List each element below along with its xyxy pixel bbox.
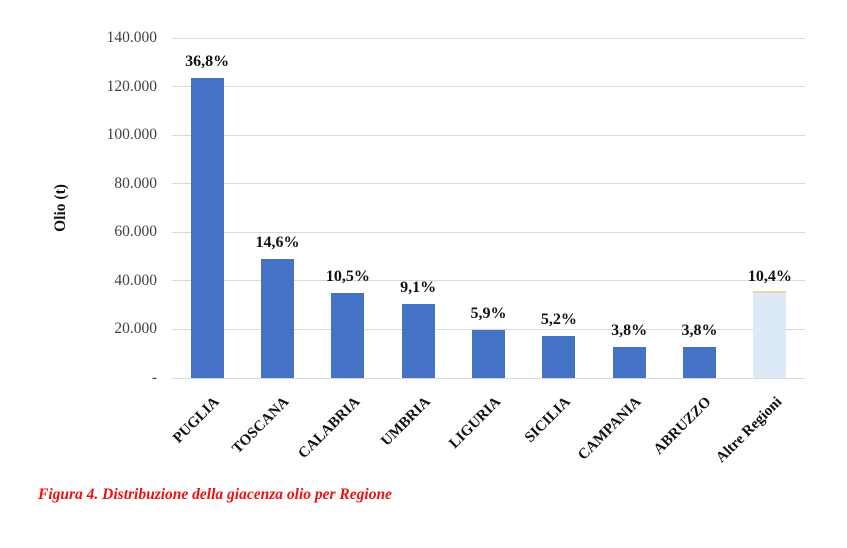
bar-calabria xyxy=(331,292,365,378)
gridline xyxy=(172,280,805,282)
plot-area: 36,8% 14,6% 10,5% 9,1% 5,9% 5,2% 3,8% 3,8% 10,4% xyxy=(172,37,805,379)
y-tick-label: 100.000 xyxy=(106,126,157,144)
y-tick-label: 40.000 xyxy=(114,271,157,289)
y-tick-label: 20.000 xyxy=(114,320,157,338)
x-axis-label: SICILIA xyxy=(522,394,575,446)
bar-percent-label: 3,8% xyxy=(611,321,648,339)
figure-caption: Figura 4. Distribuzione della giacenza o… xyxy=(38,486,392,503)
x-axis-label: LIGURIA xyxy=(445,394,504,452)
bar-percent-label: 5,2% xyxy=(540,310,577,328)
bar-percent-label: 5,9% xyxy=(470,304,507,322)
gridline xyxy=(172,134,805,136)
y-tick-label: 120.000 xyxy=(106,77,157,95)
gridline xyxy=(172,328,805,330)
bar-puglia xyxy=(190,78,224,378)
bar-liguria xyxy=(472,329,505,378)
y-tick-label: - xyxy=(151,369,157,386)
bar-sicilia xyxy=(542,335,576,378)
gridline xyxy=(172,377,805,379)
y-tick-label: 140.000 xyxy=(106,29,157,46)
bar-altre-regioni xyxy=(753,291,787,378)
x-axis-label: CALABRIA xyxy=(295,394,364,462)
bar-percent-label: 10,5% xyxy=(325,267,370,285)
bar-percent-label: 10,4% xyxy=(747,268,792,286)
gridline xyxy=(172,86,805,88)
y-tick-label: 80.000 xyxy=(114,174,157,192)
y-tick-label: 60.000 xyxy=(114,223,157,241)
x-axis-label: CAMPANIA xyxy=(575,394,645,464)
bar-percent-label: 3,8% xyxy=(681,321,718,339)
bar-percent-label: 14,6% xyxy=(255,234,300,251)
x-axis-label: Altre Regioni xyxy=(713,394,786,467)
bar-toscana xyxy=(261,259,294,378)
x-axis-label: ABRUZZO xyxy=(651,394,715,458)
bar-percent-label: 9,1% xyxy=(400,278,437,296)
x-axis-labels: PUGLIA TOSCANA CALABRIA UMBRIA LIGURIA SICILI… xyxy=(169,378,805,488)
bar-abruzzo xyxy=(683,346,716,378)
bar-umbria xyxy=(401,303,435,378)
bar-percent-label: 36,8% xyxy=(185,53,230,71)
gridline xyxy=(172,231,805,233)
x-axis-label: PUGLIA xyxy=(169,394,223,447)
bar-campania xyxy=(612,346,646,378)
gridline xyxy=(172,183,805,185)
x-axis-label: UMBRIA xyxy=(377,394,434,450)
x-axis-label: TOSCANA xyxy=(229,394,293,457)
gridline xyxy=(172,37,805,39)
